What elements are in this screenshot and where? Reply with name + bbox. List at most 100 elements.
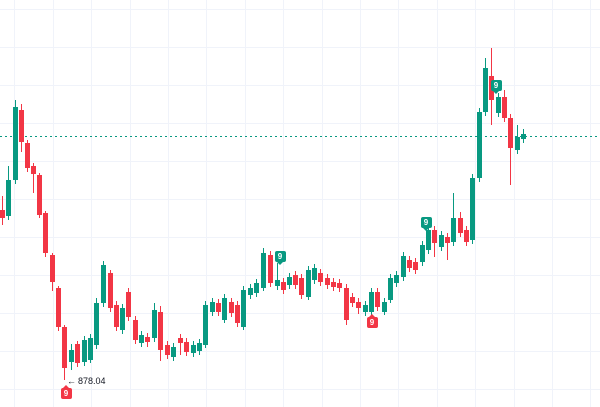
gridline-vertical: [283, 0, 284, 407]
candle-wick: [33, 163, 34, 193]
candle-body-down: [25, 143, 30, 168]
candle-body-down: [178, 338, 183, 343]
candle-body-up: [477, 112, 482, 178]
gridline-vertical: [53, 0, 54, 407]
gridline-horizontal: [0, 237, 600, 238]
candle-body-up: [210, 302, 215, 312]
td-sequential-9-badge: 9: [60, 384, 72, 399]
candle-body-up: [191, 345, 196, 353]
td-sequential-9-badge: 9: [420, 216, 432, 231]
candle-wick: [447, 233, 448, 260]
gridline-vertical: [14, 0, 15, 407]
candle-body-up: [88, 338, 93, 360]
candle-body-up: [496, 97, 501, 113]
candle-body-up: [203, 305, 208, 345]
badge-pointer-down-icon: [277, 261, 283, 265]
candle-body-up: [69, 350, 74, 362]
candle-body-down: [19, 110, 24, 142]
candle-body-down: [108, 273, 113, 308]
candle-body-down: [75, 344, 80, 363]
gridline-vertical: [130, 0, 131, 407]
candle-body-up: [254, 283, 259, 293]
candle-body-up: [483, 68, 488, 112]
badge-pointer-up-icon: [63, 384, 69, 388]
candle-body-down: [281, 282, 286, 290]
candle-wick: [510, 114, 511, 185]
candle-body-down: [145, 337, 150, 342]
candle-body-down: [508, 118, 513, 148]
candle-body-up: [222, 298, 227, 320]
candle-body-down: [350, 297, 355, 303]
candle-wick: [180, 334, 181, 355]
badge-pointer-up-icon: [369, 313, 375, 317]
candle-body-up: [261, 253, 266, 288]
candle-body-up: [369, 292, 374, 312]
candle-body-up: [470, 178, 475, 240]
candle-body-up: [241, 290, 246, 327]
candle-body-up: [171, 347, 176, 357]
gridline-vertical: [168, 0, 169, 407]
low-price-value: 878.04: [78, 376, 106, 386]
candle-body-up: [6, 180, 11, 216]
candle-body-down: [502, 97, 507, 118]
candle-body-down: [318, 273, 323, 282]
candle-body-up: [401, 256, 406, 277]
candle-body-down: [114, 305, 119, 327]
candle-body-up: [521, 134, 526, 139]
gridline-vertical: [475, 0, 476, 407]
candle-body-down: [37, 175, 42, 215]
candle-body-down: [407, 260, 412, 268]
candle-wick: [277, 263, 278, 290]
gridline-horizontal: [0, 275, 600, 276]
candle-body-down: [325, 278, 330, 285]
candle-body-up: [94, 303, 99, 345]
gridline-horizontal: [0, 47, 600, 48]
candle-body-down: [293, 275, 298, 285]
candle-body-up: [363, 305, 368, 312]
candle-body-down: [133, 320, 138, 340]
candle-body-up: [82, 340, 87, 362]
candle-body-down: [50, 255, 55, 282]
candle-body-down: [337, 283, 342, 288]
candle-body-down: [375, 292, 380, 307]
gridline-vertical: [552, 0, 553, 407]
td-sequential-9-badge: 9: [366, 313, 378, 328]
gridline-vertical: [360, 0, 361, 407]
candle-body-down: [216, 303, 221, 312]
candle-body-up: [101, 265, 106, 303]
candle-body-down: [56, 288, 61, 327]
td-sequential-9-badge: 9: [490, 79, 502, 94]
candle-body-up: [312, 268, 317, 280]
gridline-vertical: [206, 0, 207, 407]
candle-body-down: [126, 292, 131, 317]
gridline-horizontal: [0, 389, 600, 390]
candle-body-down: [235, 305, 240, 323]
gridline-horizontal: [0, 199, 600, 200]
candle-body-down: [184, 342, 189, 352]
gridline-vertical: [437, 0, 438, 407]
candle-body-up: [13, 107, 18, 180]
candle-body-down: [299, 278, 304, 295]
candle-body-up: [420, 245, 425, 262]
gridline-horizontal: [0, 123, 600, 124]
candle-body-down: [413, 262, 418, 270]
gridline-horizontal: [0, 313, 600, 314]
candle-body-up: [120, 308, 125, 330]
gridline-vertical: [398, 0, 399, 407]
candle-body-up: [248, 288, 253, 295]
td-sequential-9-badge: 9: [274, 250, 286, 265]
candle-body-down: [331, 282, 336, 287]
candle-body-up: [451, 218, 456, 242]
candle-body-up: [152, 310, 157, 338]
gridline-horizontal: [0, 351, 600, 352]
candle-body-down: [356, 302, 361, 308]
badge-pointer-down-icon: [493, 90, 499, 94]
candle-body-up: [388, 278, 393, 300]
candle-body-up: [439, 235, 444, 247]
gridline-vertical: [245, 0, 246, 407]
candle-body-down: [31, 166, 36, 174]
candle-body-up: [515, 137, 520, 150]
gridline-horizontal: [0, 85, 600, 86]
candle-body-down: [43, 213, 48, 253]
